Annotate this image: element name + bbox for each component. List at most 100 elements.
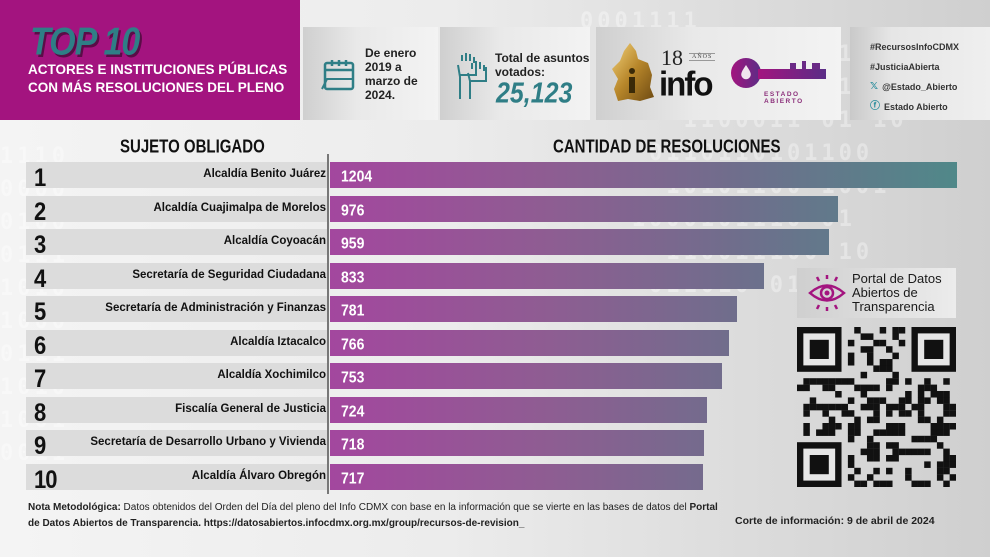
bar <box>330 162 957 188</box>
bar-value-label: 753 <box>341 368 365 386</box>
subject-name: Secretaría de Administración y Finanzas <box>105 302 326 314</box>
qr-module <box>930 384 938 392</box>
hashtag-text: #RecursosInfoCDMX <box>870 42 960 52</box>
qr-module <box>841 410 849 417</box>
hashtag-justicia[interactable]: #JusticiaAbierta <box>870 57 959 77</box>
calendar-icon <box>321 60 355 91</box>
subject-name: Alcaldía Coyoacán <box>223 235 326 247</box>
rank-number: 8 <box>34 397 46 427</box>
qr-module <box>911 435 918 443</box>
qr-module <box>892 378 899 385</box>
qr-module <box>917 384 925 392</box>
rank-number: 5 <box>34 297 46 326</box>
row-label-background <box>26 262 327 289</box>
note-portal-link[interactable]: Portal de Datos Abiertos de Transparenci… <box>28 502 718 529</box>
qr-module <box>879 480 887 487</box>
qr-module <box>924 461 931 468</box>
qr-module <box>936 423 944 430</box>
qr-module <box>847 397 855 404</box>
qr-module <box>803 423 810 430</box>
hashtag-recursos[interactable]: #RecursosInfoCDMX <box>870 37 959 57</box>
qr-module <box>949 410 956 417</box>
qr-module <box>860 403 868 411</box>
qr-module <box>886 429 893 436</box>
row-label-background <box>26 363 327 389</box>
methodology-note: Nota Metodológica: Datos obtenidos del O… <box>28 500 718 532</box>
qr-module <box>873 480 880 487</box>
facebook-account[interactable]: ⓕ Estado Abierto <box>870 97 959 117</box>
qr-finder <box>924 339 944 359</box>
qr-module <box>936 397 944 404</box>
qr-module <box>854 384 861 392</box>
subject-name: Secretaría de Seguridad Ciudadana <box>132 268 326 281</box>
qr-module <box>943 461 950 468</box>
qr-module <box>911 403 918 411</box>
chart-axis-line <box>327 154 329 494</box>
qr-module <box>905 467 912 475</box>
qr-module <box>828 416 836 424</box>
qr-module <box>866 455 874 462</box>
bar-value-label: 718 <box>341 435 365 453</box>
qr-module <box>847 455 855 462</box>
qr-module <box>822 384 829 392</box>
portal-badge[interactable]: Portal de Datos Abiertos de Transparenci… <box>797 268 956 318</box>
qr-module <box>841 403 849 411</box>
rank-number: 9 <box>34 431 46 460</box>
portal-line: Abiertos de <box>852 285 918 300</box>
qr-module <box>847 474 855 481</box>
qr-module <box>803 378 810 385</box>
bar-value-label: 717 <box>341 468 365 487</box>
chart-row: 8 Fiscalía General de Justicia 724 <box>26 396 966 426</box>
qr-module <box>917 480 925 487</box>
qr-module <box>866 359 874 366</box>
info-logo-number: 18 <box>661 45 683 70</box>
qr-module <box>847 359 855 366</box>
qr-module <box>936 391 944 398</box>
qr-module <box>803 384 810 392</box>
qr-module <box>943 410 950 417</box>
rank-number: 6 <box>34 330 46 360</box>
qr-module <box>860 480 868 487</box>
qr-module <box>803 410 810 417</box>
qr-module <box>943 391 950 398</box>
qr-module <box>943 455 950 462</box>
bar <box>330 463 704 490</box>
qr-module <box>892 455 899 462</box>
qr-module <box>835 378 842 385</box>
qr-module <box>943 448 950 456</box>
bar-value-label: 766 <box>341 334 365 353</box>
qr-module <box>924 448 931 456</box>
qr-module <box>936 416 944 424</box>
qr-code[interactable] <box>797 327 956 487</box>
qr-finder <box>809 455 829 475</box>
note-text: Datos obtenidos del Orden del Día del pl… <box>120 502 690 513</box>
info-logo-word: info <box>659 64 714 103</box>
qr-module <box>892 423 899 430</box>
x-account[interactable]: 𝕏 @Estado_Abierto <box>870 77 959 97</box>
qr-module <box>879 365 887 372</box>
qr-module <box>860 384 868 392</box>
qr-module <box>949 474 956 481</box>
qr-module <box>860 333 868 340</box>
qr-module <box>898 403 906 411</box>
rank-number: 2 <box>34 196 46 226</box>
qr-module <box>854 416 861 424</box>
subject-name: Alcaldía Benito Juárez <box>203 168 326 180</box>
row-label-background <box>26 396 327 423</box>
chart-row: 3 Alcaldía Coyoacán 959 <box>26 229 966 259</box>
qr-module <box>917 391 925 398</box>
qr-module <box>847 378 855 385</box>
qr-module <box>822 429 829 436</box>
row-label-background <box>26 229 327 255</box>
subtitle-line-1: ACTORES E INSTITUCIONES PÚBLICAS <box>28 62 288 77</box>
qr-module <box>911 448 918 456</box>
bar-value-label: 959 <box>341 234 365 252</box>
qr-module <box>949 403 956 411</box>
qr-module <box>822 423 829 430</box>
period-line: 2024. <box>365 88 396 102</box>
qr-module <box>866 346 874 353</box>
qr-module <box>866 442 874 449</box>
qr-module <box>930 435 938 443</box>
qr-module <box>847 435 855 443</box>
qr-module <box>898 327 906 334</box>
